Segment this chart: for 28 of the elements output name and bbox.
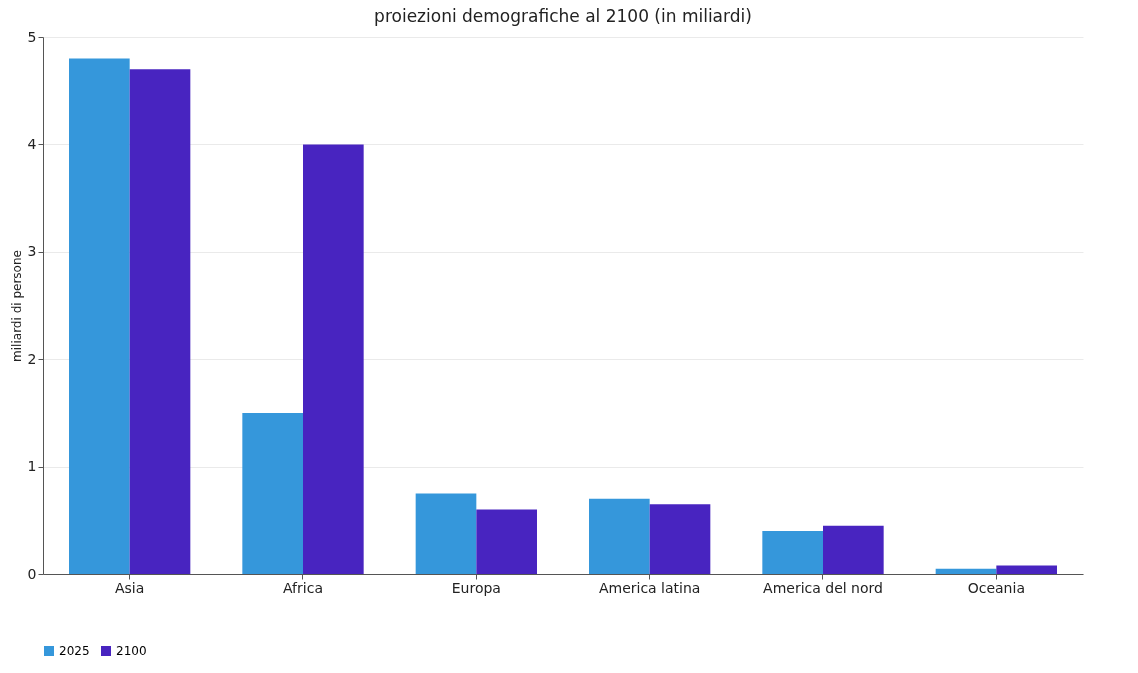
y-tick-label: 2 [27, 350, 37, 367]
legend-label: 2100 [116, 644, 147, 658]
bar [996, 565, 1057, 574]
y-tick-label: 0 [27, 565, 37, 582]
y-tick-label: 4 [27, 135, 37, 152]
x-tick-label: Asia [114, 579, 145, 596]
bar [649, 504, 711, 574]
bar [823, 525, 884, 574]
x-tick-label: America latina [598, 579, 701, 596]
y-tick-label: 3 [27, 243, 37, 260]
legend-label: 2025 [59, 644, 90, 658]
y-tick-label: 1 [27, 458, 37, 475]
bar [129, 69, 191, 574]
x-tick-label: Africa [283, 579, 323, 596]
x-tick-label: Oceania [967, 579, 1025, 596]
bar [242, 412, 303, 574]
y-tick-label: 5 [27, 28, 37, 45]
bar [589, 498, 650, 574]
bar [935, 568, 997, 574]
chart-title: proiezioni demografiche al 2100 (in miliardi) [374, 6, 752, 26]
bar [476, 509, 537, 574]
bar [303, 144, 364, 574]
bar [762, 531, 823, 574]
x-tick-label: Europa [451, 579, 501, 596]
y-axis-title: miliardi di persone [9, 250, 24, 362]
bar [415, 493, 477, 574]
x-tick-label: America del nord [763, 579, 883, 596]
bar [69, 58, 130, 574]
